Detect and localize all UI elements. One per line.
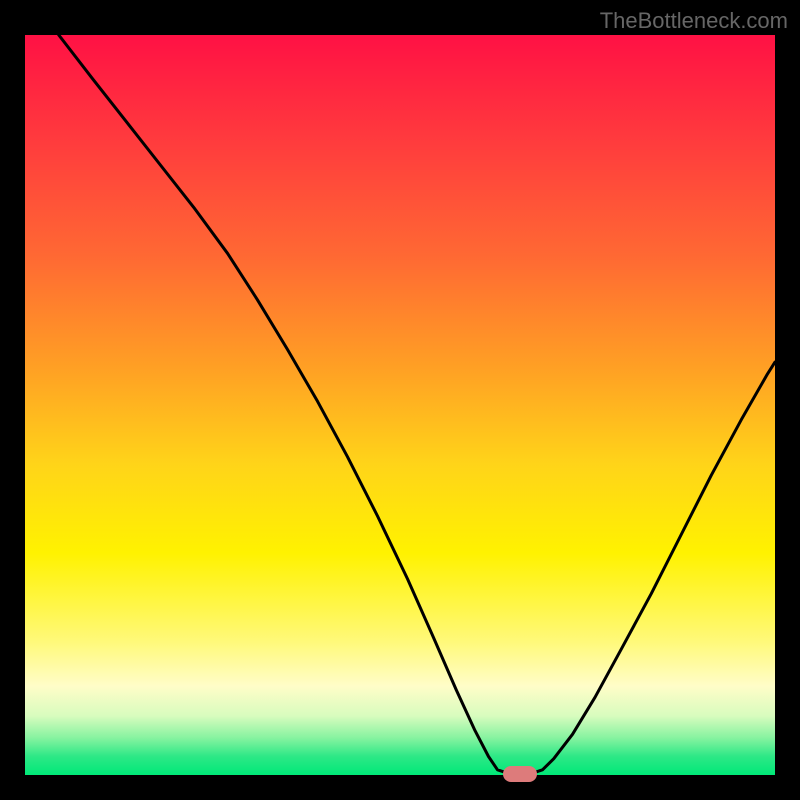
optimal-marker <box>503 766 537 782</box>
watermark-text: TheBottleneck.com <box>600 8 788 34</box>
chart-plot-area <box>25 35 775 775</box>
gradient-background <box>25 35 775 775</box>
chart-svg <box>25 35 775 775</box>
